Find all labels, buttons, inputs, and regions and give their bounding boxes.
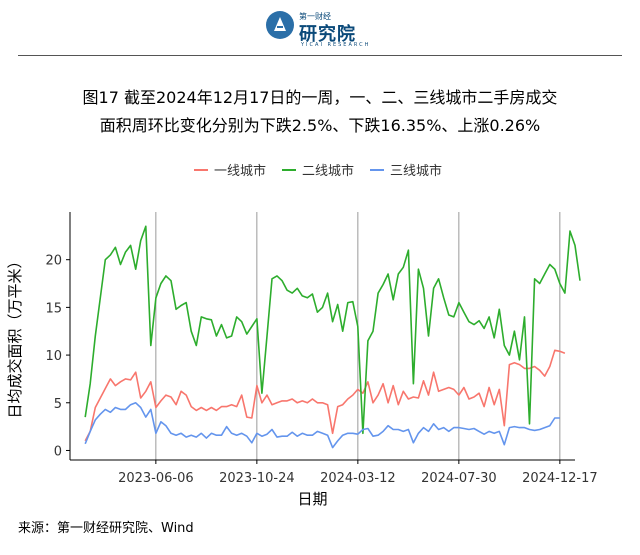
series-line-1 — [84, 349, 566, 442]
brand-top-text: 第一财经 — [299, 12, 331, 21]
y-tick-label-4: 20 — [45, 254, 62, 269]
y-axis-label: 日均成交面积（万平米） — [6, 253, 24, 418]
header-divider — [18, 55, 622, 56]
brand-logo: 第一财经 研究院 YICAI RESEARCH — [265, 6, 375, 48]
series-line-2 — [84, 225, 581, 435]
legend-label-3: 三线城市 — [390, 163, 442, 179]
brand-name: 研究院 — [299, 24, 356, 45]
y-tick-label-0: 0 — [54, 444, 62, 459]
x-tick-label-4: 2024-12-17 — [522, 471, 598, 486]
source-note: 来源：第一财经研究院、Wind — [18, 521, 194, 536]
y-tick-label-1: 5 — [54, 397, 62, 412]
x-tick-label-2: 2024-03-12 — [320, 471, 396, 486]
x-tick-label-0: 2023-06-06 — [118, 471, 194, 486]
y-tick-label-2: 10 — [45, 349, 62, 364]
figure-title-line-2: 面积周环比变化分别为下跌2.5%、下跌16.35%、上涨0.26% — [99, 116, 541, 135]
brand-subtitle: YICAI RESEARCH — [301, 42, 371, 48]
figure-title-line-1: 图17 截至2024年12月17日的一周，一、二、三线城市二手房成交 — [82, 88, 558, 107]
x-tick-label-1: 2023-10-24 — [219, 471, 295, 486]
series-line-3 — [84, 401, 560, 449]
x-tick-label-3: 2024-07-30 — [421, 471, 497, 486]
legend-label-1: 一线城市 — [214, 163, 266, 179]
x-axis-label: 日期 — [297, 490, 327, 508]
legend-label-2: 二线城市 — [302, 163, 354, 179]
y-tick-label-3: 15 — [45, 301, 62, 316]
logo-mark-icon — [266, 11, 294, 39]
